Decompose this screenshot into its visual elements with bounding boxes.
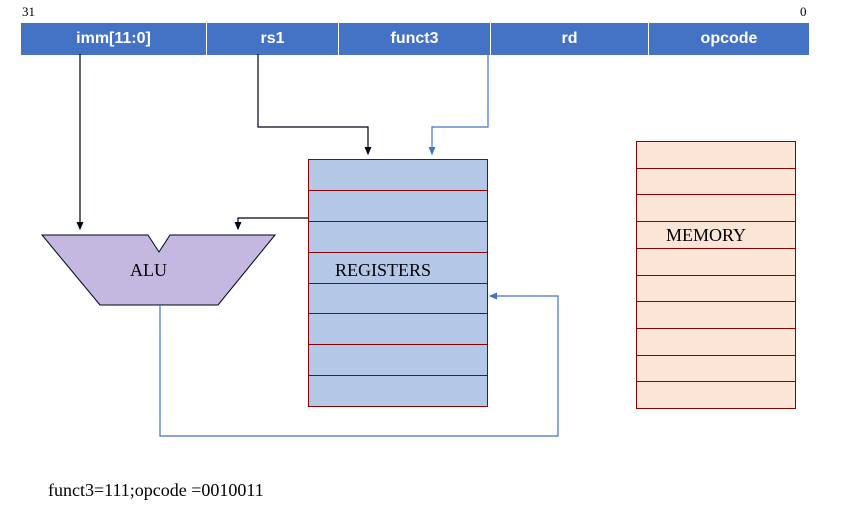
register-row <box>309 191 487 222</box>
memory-row <box>637 382 795 408</box>
memory-row <box>637 249 795 276</box>
memory-block <box>636 141 796 409</box>
register-row <box>309 345 487 376</box>
memory-row <box>637 169 795 196</box>
register-row <box>309 376 487 406</box>
registers-label: REGISTERS <box>335 260 431 281</box>
register-row <box>309 284 487 315</box>
memory-row <box>637 356 795 383</box>
footer-text: funct3=111;opcode =0010011 <box>48 480 264 501</box>
memory-row <box>637 276 795 303</box>
memory-row <box>637 329 795 356</box>
memory-row <box>637 142 795 169</box>
alu-label: ALU <box>130 260 167 281</box>
registers-block <box>308 159 488 407</box>
register-row <box>309 160 487 191</box>
memory-row <box>637 195 795 222</box>
register-row <box>309 314 487 345</box>
memory-row <box>637 302 795 329</box>
memory-label: MEMORY <box>666 225 746 246</box>
register-row <box>309 222 487 253</box>
